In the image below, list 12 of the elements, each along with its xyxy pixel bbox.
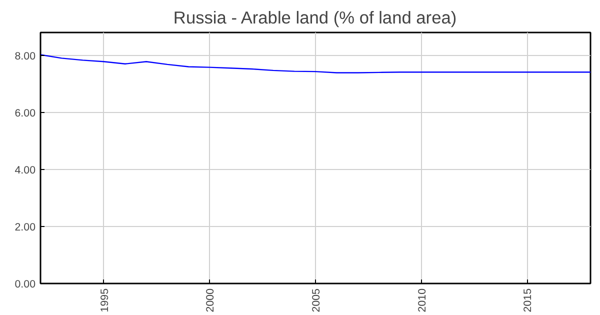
- chart-title: Russia - Arable land (% of land area): [173, 8, 457, 28]
- y-tick-label: 2.00: [14, 221, 36, 234]
- x-tick-label: 1995: [98, 288, 111, 312]
- y-tick-label: 8.00: [14, 50, 36, 62]
- x-tick-label: 2015: [522, 288, 534, 312]
- line-series: [40, 54, 590, 74]
- x-tick-label: 2010: [416, 288, 428, 312]
- y-tick-label: 6.00: [14, 107, 36, 120]
- x-tick-label: 2000: [204, 288, 217, 312]
- y-tick-label: 0.00: [14, 278, 36, 290]
- x-tick-label: 2005: [310, 288, 322, 312]
- y-tick-label: 4.00: [14, 164, 36, 176]
